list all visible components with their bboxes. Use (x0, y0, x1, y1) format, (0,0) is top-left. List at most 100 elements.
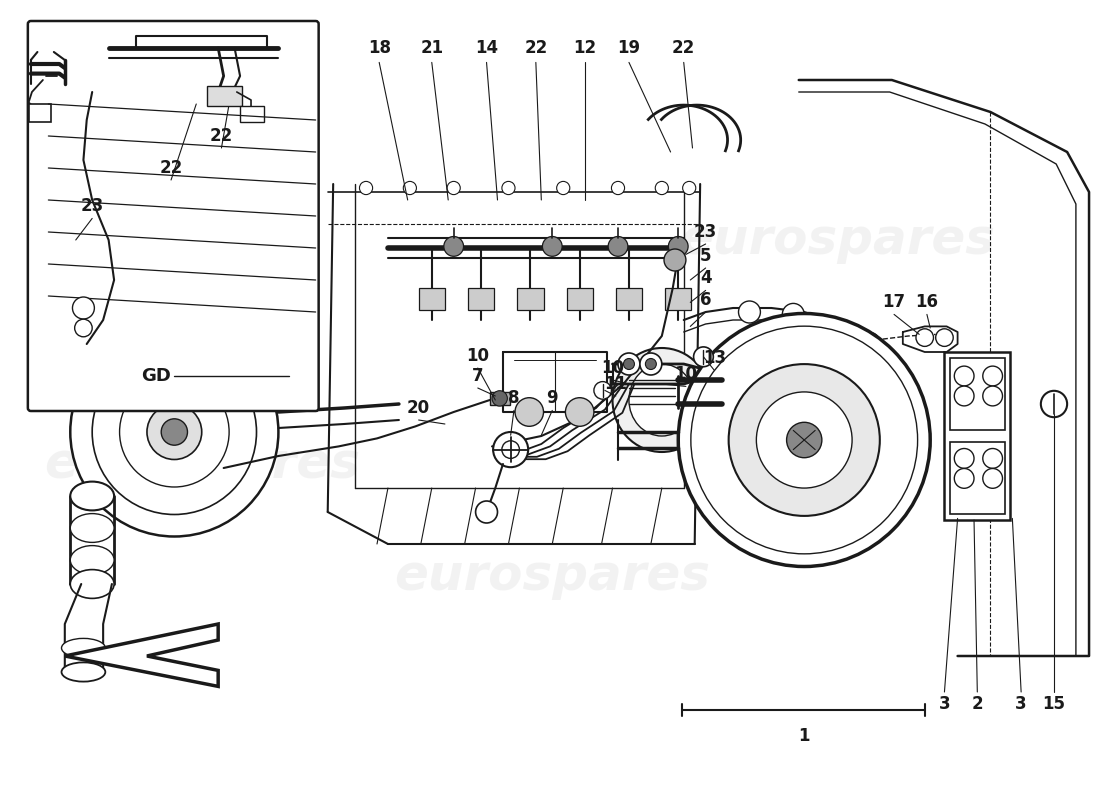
Bar (419, 288, 444, 310)
Circle shape (955, 366, 974, 386)
Text: 10: 10 (674, 366, 697, 383)
Text: 10: 10 (466, 347, 490, 365)
Circle shape (694, 347, 713, 366)
Text: 2: 2 (971, 695, 983, 713)
Circle shape (75, 319, 92, 337)
Circle shape (120, 377, 229, 487)
Circle shape (447, 182, 460, 194)
Text: 4: 4 (700, 270, 712, 287)
Text: 13: 13 (703, 350, 726, 367)
Bar (468, 288, 494, 310)
Text: eurospares: eurospares (394, 552, 711, 600)
Circle shape (955, 469, 974, 488)
Bar (666, 288, 692, 310)
Bar (950, 442, 1004, 514)
Circle shape (782, 303, 804, 326)
Text: GD: GD (141, 367, 170, 385)
Circle shape (404, 182, 417, 194)
Text: 23: 23 (80, 198, 103, 215)
Circle shape (1041, 390, 1067, 418)
Circle shape (502, 182, 515, 194)
Circle shape (92, 350, 256, 514)
Text: eurospares: eurospares (679, 216, 996, 264)
Ellipse shape (70, 482, 114, 510)
Text: 3: 3 (1015, 695, 1027, 713)
Bar (616, 288, 642, 310)
Text: eurospares: eurospares (44, 440, 360, 488)
Circle shape (757, 392, 852, 488)
Text: 15: 15 (1043, 695, 1066, 713)
Circle shape (728, 364, 880, 516)
Circle shape (982, 366, 1002, 386)
Text: 20: 20 (407, 399, 430, 417)
FancyBboxPatch shape (28, 21, 319, 411)
Circle shape (679, 314, 931, 566)
Circle shape (612, 182, 625, 194)
Circle shape (936, 329, 954, 346)
Circle shape (360, 182, 373, 194)
Bar (566, 288, 593, 310)
Circle shape (73, 297, 95, 319)
Circle shape (443, 237, 463, 256)
Text: 22: 22 (160, 159, 183, 177)
Circle shape (656, 182, 669, 194)
Circle shape (515, 398, 543, 426)
Text: 21: 21 (420, 39, 443, 57)
Ellipse shape (70, 546, 114, 574)
Bar (207, 86, 242, 106)
Circle shape (683, 182, 696, 194)
Text: 14: 14 (475, 39, 498, 57)
Ellipse shape (70, 514, 114, 542)
Circle shape (664, 249, 686, 271)
Circle shape (738, 301, 760, 323)
Ellipse shape (62, 662, 106, 682)
Bar (950, 358, 1004, 430)
Text: 22: 22 (525, 39, 548, 57)
Bar (240, 106, 264, 122)
Ellipse shape (613, 348, 711, 452)
Ellipse shape (70, 570, 114, 598)
Circle shape (982, 386, 1002, 406)
Text: 5: 5 (700, 247, 712, 265)
Text: 3: 3 (938, 695, 950, 713)
Text: 10: 10 (601, 359, 624, 377)
Circle shape (162, 418, 187, 445)
Text: 22: 22 (210, 127, 233, 145)
Circle shape (493, 432, 528, 467)
Circle shape (502, 441, 519, 458)
Bar (945, 352, 1010, 520)
Text: 8: 8 (508, 390, 519, 407)
Bar (490, 392, 509, 405)
Circle shape (492, 390, 507, 406)
Text: 9: 9 (547, 390, 558, 407)
Circle shape (640, 353, 662, 375)
Bar (29, 104, 51, 122)
Text: 17: 17 (882, 294, 905, 311)
Circle shape (982, 449, 1002, 468)
Text: 16: 16 (915, 294, 938, 311)
Ellipse shape (629, 364, 695, 436)
Bar (517, 288, 543, 310)
Circle shape (594, 382, 612, 399)
Text: 19: 19 (617, 39, 640, 57)
Circle shape (608, 237, 628, 256)
Text: 11: 11 (604, 375, 627, 393)
Text: 7: 7 (472, 367, 484, 385)
Ellipse shape (62, 638, 106, 658)
Text: 18: 18 (367, 39, 390, 57)
Polygon shape (65, 624, 218, 686)
Text: 22: 22 (672, 39, 695, 57)
Text: 1: 1 (799, 727, 810, 745)
Circle shape (786, 422, 822, 458)
Circle shape (475, 501, 497, 523)
Circle shape (70, 327, 278, 537)
Text: 12: 12 (573, 39, 596, 57)
Circle shape (557, 182, 570, 194)
Circle shape (147, 405, 201, 459)
Circle shape (955, 386, 974, 406)
Circle shape (982, 469, 1002, 488)
Text: 23: 23 (694, 223, 717, 241)
Circle shape (916, 329, 934, 346)
Circle shape (860, 333, 880, 352)
Circle shape (624, 358, 635, 370)
